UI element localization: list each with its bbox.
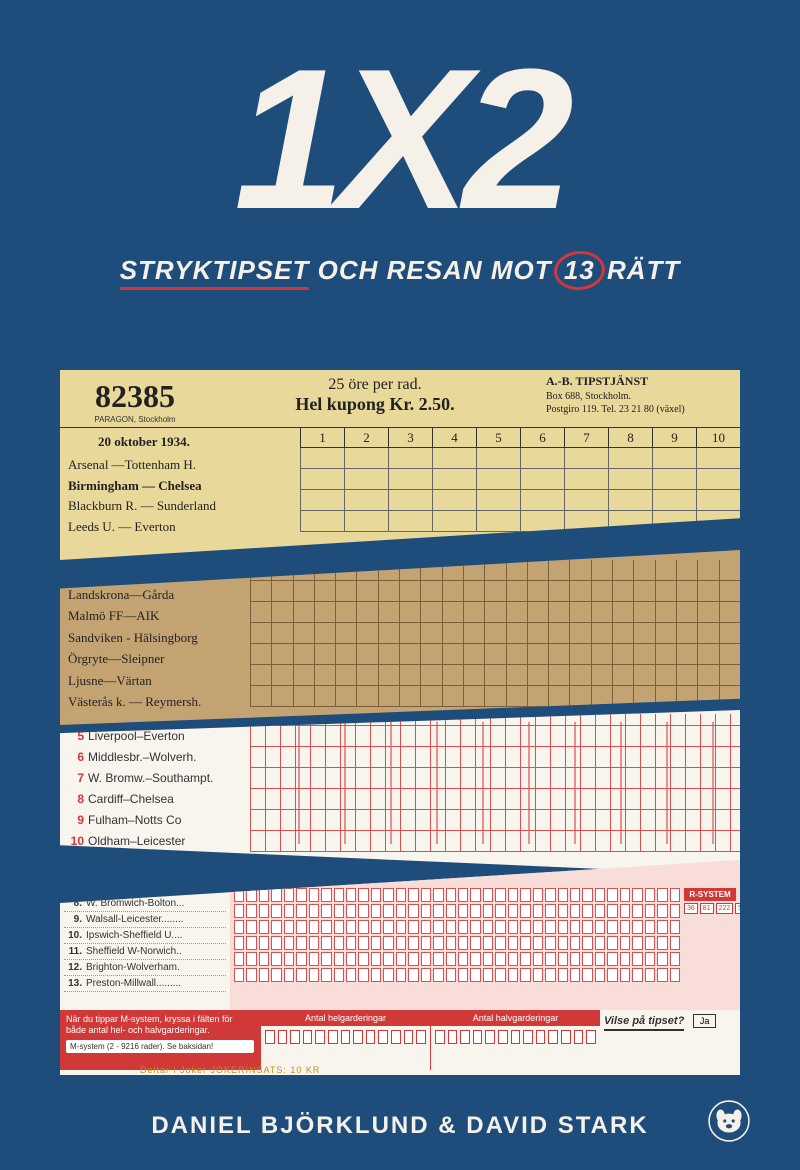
coupon2-team-row: Sandviken - Hälsingborg xyxy=(68,627,242,648)
coupon3-team-row: 5Liverpool–Everton xyxy=(66,726,244,747)
r-system-panel: R-SYSTEM 36 81 222 567 xyxy=(684,888,736,914)
coupon3-team-row: 8Cardiff–Chelsea xyxy=(66,789,244,810)
coupon3-team-row: 10Oldham–Leicester xyxy=(66,831,244,852)
coupon1-company: A.-B. TIPSTJÄNST xyxy=(546,374,734,390)
halvgard-header: Antal halvgarderingar xyxy=(431,1010,600,1026)
coupon1-grid-header: 12345678910 xyxy=(300,428,740,448)
coupon1-team-row: Blackburn R. — Sunderland xyxy=(68,496,292,517)
publisher-logo-icon xyxy=(708,1100,750,1142)
coupon1-team-row: Birmingham — Chelsea xyxy=(68,476,292,497)
coupon1-team-row: Arsenal —Tottenham H. xyxy=(68,455,292,476)
vilse-panel: Vilse på tipset? Ja xyxy=(600,1010,740,1070)
coupon-red-grid: 5Liverpool–Everton 6Middlesbr.–Wolverh. … xyxy=(60,710,740,875)
coupon-1934: 82385 PARAGON, Stockholm 25 öre per rad.… xyxy=(60,370,740,560)
coupon4-team-row: 8.W. Bromwich-Bolton... xyxy=(64,896,226,912)
coupon1-address: Box 688, Stockholm. xyxy=(546,390,734,403)
halvgard-boxes xyxy=(431,1026,600,1048)
coupon4-info-panel: När du tippar M-system, kryssa i fälten … xyxy=(60,1010,260,1070)
helgard-boxes xyxy=(261,1026,430,1048)
subtitle-circled: 13 xyxy=(560,255,599,286)
coupon1-phone: Postgiro 119. Tel. 23 21 80 (växel) xyxy=(546,403,734,416)
coupon4-team-row: 13.Preston-Millwall......... xyxy=(64,976,226,992)
coupon3-team-row: 7W. Bromw.–Southampt. xyxy=(66,768,244,789)
coupon1-price-line2: Hel kupong Kr. 2.50. xyxy=(210,394,540,415)
coupon1-number-sub: PARAGON, Stockholm xyxy=(60,415,210,424)
coupon4-team-row: 9.Walsall-Leicester........ xyxy=(64,912,226,928)
coupon2-team-row: Örgryte—Sleipner xyxy=(68,648,242,669)
main-title: 1X2 xyxy=(0,50,800,230)
subtitle-underlined: STRYKTIPSET xyxy=(120,255,310,286)
authors: DANIEL BJÖRKLUND & DAVID STARK xyxy=(0,1112,800,1140)
coupon4-team-row: 10.Ipswich-Sheffield U.... xyxy=(64,928,226,944)
coupon4-team-row: 12.Brighton-Wolverham. xyxy=(64,960,226,976)
coupon-modern: 8.W. Bromwich-Bolton... 9.Walsall-Leices… xyxy=(60,860,740,1075)
coupon1-price-line1: 25 öre per rad. xyxy=(210,376,540,394)
joker-text: Deltar i Joker JOKERINSATS: 10 KR xyxy=(140,1065,320,1075)
subtitle: STRYKTIPSET OCH RESAN MOT 13 RÄTT xyxy=(0,255,800,286)
coupon2-team-row: Ljusne—Värtan xyxy=(68,670,242,691)
coupon3-team-row: 6Middlesbr.–Wolverh. xyxy=(66,747,244,768)
coupon4-grid: R-SYSTEM 36 81 222 567 xyxy=(230,860,740,1010)
coupon2-team-row: Landskrona—Gårda xyxy=(68,584,242,605)
coupon2-team-row: Västerås k. — Reymersh. xyxy=(68,691,242,712)
coupon2-team-row: Malmö FF—AIK xyxy=(68,605,242,626)
coupon1-grid-body xyxy=(300,448,740,532)
coupon1-team-row: Leeds U. — Everton xyxy=(68,517,292,538)
coupon3-team-row: 9Fulham–Notts Co xyxy=(66,810,244,831)
subtitle-end: RÄTT xyxy=(599,255,681,285)
coupon1-number: 82385 xyxy=(60,378,210,415)
coupon-kraft: Landskrona—Gårda Malmö FF—AIK Sandviken … xyxy=(60,550,740,725)
coupon3-grid xyxy=(250,714,740,852)
subtitle-mid: OCH RESAN MOT xyxy=(309,255,559,285)
coupon2-grid xyxy=(250,556,740,713)
helgard-header: Antal helgarderingar xyxy=(261,1010,430,1026)
coupon4-team-row: 11.Sheffield W-Norwich.. xyxy=(64,944,226,960)
coupon1-date: 20 oktober 1934. xyxy=(68,432,292,453)
